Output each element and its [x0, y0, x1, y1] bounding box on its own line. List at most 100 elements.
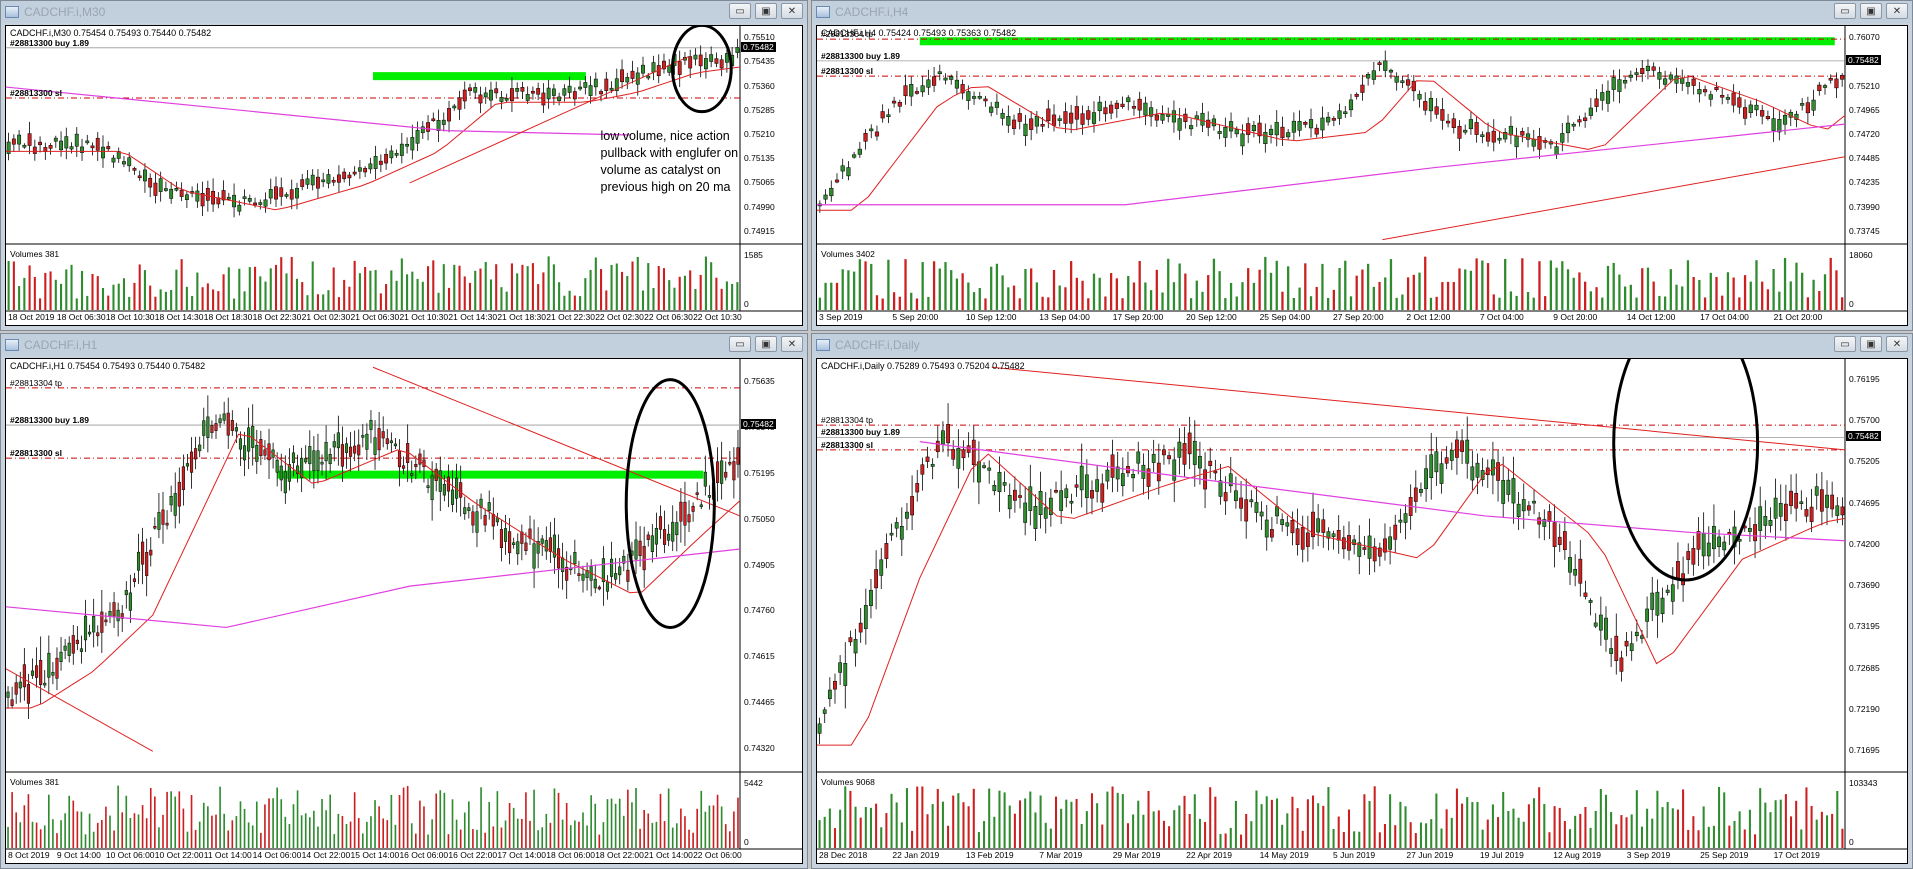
- candle-body: [1206, 119, 1211, 128]
- window-title: CADCHF.i,H4: [835, 5, 909, 19]
- candle-body: [1822, 85, 1828, 88]
- candle-body: [221, 190, 226, 201]
- candle-body: [1040, 124, 1045, 127]
- candle-body: [1228, 121, 1234, 132]
- candle-body: [1778, 502, 1783, 517]
- candle-body: [418, 453, 422, 465]
- candle-body: [1758, 506, 1763, 531]
- time-tick: 12 Aug 2019: [1553, 850, 1602, 860]
- candle-body: [475, 511, 479, 533]
- chart-window-daily[interactable]: CADCHF.i,Daily ▭ ▣ ✕ CADCHF.i,Daily 0.75…: [811, 333, 1913, 869]
- current-price-box: 0.75482: [1846, 54, 1881, 65]
- candle-body: [1115, 466, 1120, 480]
- candle-body: [989, 106, 994, 113]
- candle-body: [1760, 110, 1765, 117]
- candle-body: [1033, 506, 1038, 529]
- trend-line: [6, 668, 154, 752]
- candle-body: [1200, 112, 1205, 126]
- chart-area[interactable]: CADCHF.i,M30 0.75454 0.75493 0.75440 0.7…: [5, 25, 803, 326]
- candle-body: [1146, 468, 1151, 487]
- candle-body: [300, 179, 305, 187]
- candle-body: [462, 89, 467, 102]
- candle-body: [1069, 112, 1074, 124]
- price-tick: 0.75050: [744, 513, 775, 524]
- close-button[interactable]: ✕: [1886, 3, 1908, 19]
- price-tick: 0.74615: [744, 651, 775, 662]
- maximize-button[interactable]: ▣: [755, 336, 777, 352]
- candle-body: [279, 465, 283, 481]
- maximize-button[interactable]: ▣: [755, 3, 777, 19]
- candle-body: [226, 196, 231, 200]
- candle-body: [565, 566, 569, 581]
- candle-body: [194, 448, 198, 460]
- candle-body: [920, 464, 925, 475]
- candle-body: [471, 511, 475, 526]
- candle-body: [1156, 462, 1161, 482]
- candle-body: [581, 573, 585, 581]
- candle-body: [1737, 539, 1742, 542]
- candle-body: [96, 632, 100, 637]
- close-button[interactable]: ✕: [781, 3, 803, 19]
- chart-window-m30[interactable]: CADCHF.i,M30 ▭ ▣ ✕ CADCHF.i,M30 0.75454 …: [0, 0, 808, 331]
- candle-body: [64, 136, 69, 149]
- candle-body: [935, 440, 940, 453]
- window-titlebar[interactable]: CADCHF.i,M30 ▭ ▣ ✕: [1, 1, 807, 23]
- candle-body: [1604, 617, 1608, 640]
- candle-body: [39, 659, 43, 685]
- candle-body: [880, 111, 885, 119]
- candle-body: [1640, 68, 1645, 74]
- candle-body: [646, 534, 650, 540]
- volume-max-tick: 5442: [744, 778, 763, 788]
- candle-body: [137, 175, 142, 179]
- chart-area[interactable]: CADCHF.i,H1 0.75454 0.75493 0.75440 0.75…: [5, 358, 803, 864]
- candle-body: [1439, 463, 1444, 484]
- time-tick: 28 Dec 2018: [819, 850, 868, 860]
- window-titlebar[interactable]: CADCHF.i,Daily ▭ ▣ ✕: [812, 334, 1912, 356]
- candle-body: [941, 430, 945, 445]
- chart-window-h1[interactable]: CADCHF.i,H1 ▭ ▣ ✕ CADCHF.i,H1 0.75454 0.…: [0, 333, 808, 869]
- candle-body: [1706, 542, 1711, 557]
- candle-body: [1840, 75, 1845, 80]
- price-tick: 0.74200: [1849, 538, 1880, 549]
- candle-body: [1514, 135, 1519, 148]
- candle-body: [1665, 589, 1670, 593]
- candle-body: [43, 682, 47, 686]
- candle-body: [1465, 439, 1470, 464]
- candle-body: [1557, 536, 1562, 545]
- candle-body: [510, 88, 514, 102]
- candle-body: [1109, 104, 1114, 114]
- minimize-button[interactable]: ▭: [1834, 336, 1856, 352]
- window-titlebar[interactable]: CADCHF.i,H1 ▭ ▣ ✕: [1, 334, 807, 356]
- ma200-line: [919, 441, 1846, 542]
- candle-body: [1090, 490, 1094, 499]
- candle-body: [1275, 506, 1279, 517]
- minimize-button[interactable]: ▭: [729, 336, 751, 352]
- close-button[interactable]: ✕: [1886, 336, 1908, 352]
- minimize-button[interactable]: ▭: [729, 3, 751, 19]
- chart-window-h4[interactable]: CADCHF.i,H4 ▭ ▣ ✕ CADCHF.i,H4 0.75424 0.…: [811, 0, 1913, 331]
- candle-body: [1789, 490, 1793, 506]
- candle-body: [1468, 119, 1473, 130]
- candle-body: [874, 569, 879, 589]
- candle-body: [415, 130, 420, 144]
- candle-body: [646, 75, 651, 79]
- candle-body: [305, 178, 310, 185]
- candle-body: [1018, 495, 1022, 498]
- maximize-button[interactable]: ▣: [1860, 336, 1882, 352]
- window-titlebar[interactable]: CADCHF.i,H4 ▭ ▣ ✕: [812, 1, 1912, 23]
- candle-body: [1470, 466, 1475, 481]
- candle-body: [255, 444, 259, 462]
- close-button[interactable]: ✕: [781, 336, 803, 352]
- minimize-button[interactable]: ▭: [1834, 3, 1856, 19]
- maximize-button[interactable]: ▣: [1860, 3, 1882, 19]
- candle-body: [169, 496, 173, 506]
- candle-body: [1393, 524, 1398, 540]
- candle-body: [384, 153, 389, 164]
- candle-body: [237, 204, 242, 212]
- chart-area[interactable]: CADCHF.i,Daily 0.75289 0.75493 0.75204 0…: [816, 358, 1908, 864]
- candle-body: [1388, 69, 1394, 73]
- chart-area[interactable]: CADCHF.i,H4 0.75424 0.75493 0.75363 0.75…: [816, 25, 1908, 326]
- candle-body: [1491, 130, 1496, 143]
- candle-body: [69, 146, 74, 150]
- candle-body: [709, 54, 714, 62]
